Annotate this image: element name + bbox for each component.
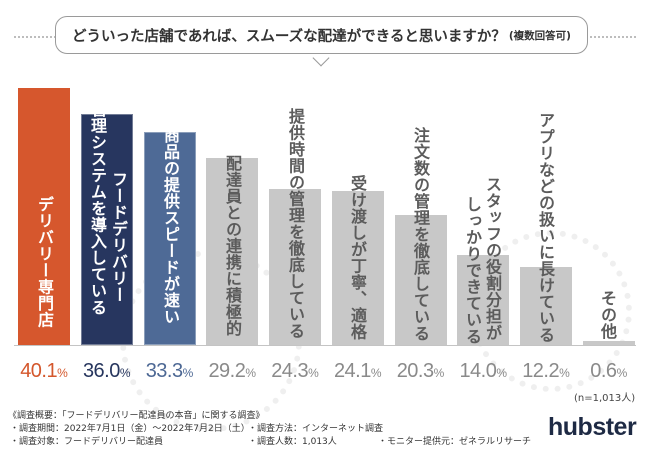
bar-5 (269, 189, 321, 345)
value-unit: % (496, 366, 508, 380)
value-label: 36.0% (77, 360, 137, 383)
bar-6 (331, 190, 384, 345)
bar-8 (457, 255, 510, 345)
survey-count: ・調査人数：1,013人 (248, 437, 337, 447)
value-label: 14.0% (453, 360, 513, 383)
bar-label: スタッフの役割分担が (483, 176, 502, 341)
value-number: 0.6 (590, 360, 617, 382)
value-unit: % (616, 366, 628, 380)
survey-period: ・調査期間：2022年7月1日（金）〜2022年7月2日（土） (10, 424, 250, 434)
value-label: 40.1% (14, 360, 74, 383)
value-unit: % (245, 366, 257, 380)
title-question: どういった店舗であれば、スムーズな配達ができると思いますか？ (72, 28, 506, 45)
value-label: 12.2% (516, 360, 576, 383)
bar-9 (520, 266, 572, 345)
value-label: 29.2% (202, 360, 262, 383)
value-label: 20.3% (391, 360, 451, 383)
bar-label: しっかりできている (463, 196, 482, 345)
value-unit: % (370, 366, 382, 380)
hubster-logo: hubster (548, 413, 637, 441)
value-label: 0.6% (579, 360, 639, 383)
value-unit: % (119, 366, 131, 380)
value-unit: % (308, 366, 319, 380)
value-number: 14.0 (459, 360, 497, 382)
bar-label: 商品の提供スピードが速い (161, 127, 180, 325)
bar-10 (582, 341, 635, 345)
title-note: (複数回答可) (508, 29, 571, 42)
bar-label: デリバリー専門店 (35, 196, 54, 328)
bar-2 (80, 114, 133, 345)
bar-label: 注文数の管理を徹底している (411, 127, 430, 342)
value-number: 36.0 (82, 360, 120, 382)
bar-chart: デリバリー専門店 40.1% フードデリバリー 管理システムを導入している 36.0% 商… (14, 87, 639, 383)
value-label: 24.3% (265, 360, 325, 383)
chart-baseline (14, 345, 636, 346)
bar-label: 配達員との連携に積極的 (223, 155, 242, 337)
survey-monitor-source: ・モニター提供元：ゼネラルリサーチ (378, 437, 532, 447)
chart-title: どういった店舗であれば、スムーズな配達ができると思いますか？ (複数回答可) (55, 16, 588, 54)
value-number: 20.3 (396, 360, 434, 382)
bar-1 (18, 87, 70, 345)
value-number: 29.2 (208, 360, 246, 382)
value-unit: % (433, 366, 445, 380)
bar-3 (143, 131, 196, 345)
bar-label: その他 (598, 290, 617, 340)
survey-heading: 《調査概要：「フードデリバリー配達員の本音」に関する調査》 (8, 411, 265, 421)
value-number: 33.3 (145, 360, 183, 382)
bar-4 (206, 157, 259, 345)
value-label: 24.1% (328, 360, 388, 383)
survey-method: ・調査方法：インターネット調査 (248, 424, 384, 434)
sample-size-note: (n=1,013人) (574, 393, 636, 404)
value-number: 24.3 (271, 360, 309, 382)
bar-7 (394, 214, 447, 345)
value-label: 33.3% (140, 360, 200, 383)
value-unit: % (559, 366, 570, 380)
bar-label: 受け渡しが丁寧、適格 (348, 175, 367, 340)
value-unit: % (57, 366, 68, 380)
bar-label: 管理システムを導入している (88, 101, 107, 316)
bar-label: 提供時間の管理を徹底している (286, 108, 305, 339)
value-unit: % (182, 366, 194, 380)
survey-target: ・調査対象：フードデリバリー配達員 (10, 437, 164, 447)
value-number: 12.2 (522, 360, 560, 382)
value-number: 40.1 (20, 360, 58, 382)
bar-label: アプリなどの扱いに長けている (536, 112, 555, 343)
bar-label: フードデリバリー (109, 171, 128, 303)
value-number: 24.1 (333, 360, 371, 382)
